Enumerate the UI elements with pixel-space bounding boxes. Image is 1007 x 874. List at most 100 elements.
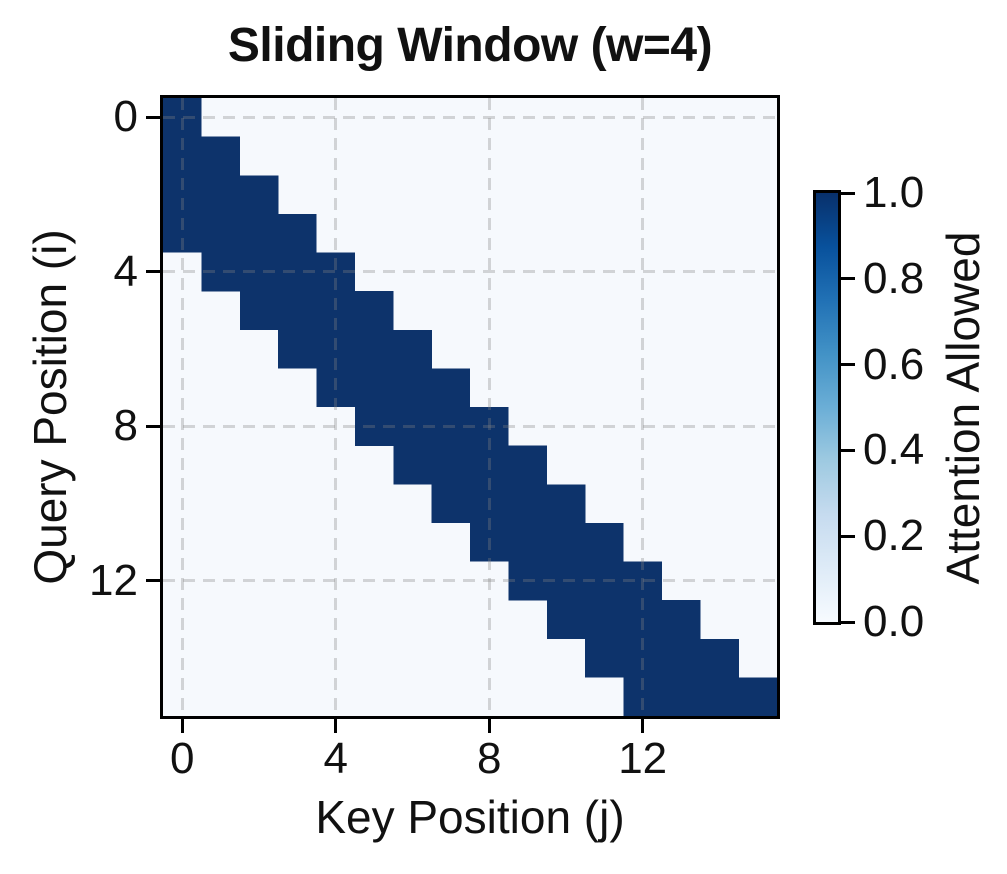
- heatmap-cell: [431, 407, 471, 446]
- heatmap-cell: [508, 561, 547, 601]
- heatmap-cell: [585, 638, 624, 678]
- heatmap-cell: [278, 213, 317, 253]
- y-axis-tick: [146, 270, 160, 274]
- y-axis-tick-label: 4: [113, 246, 138, 296]
- heatmap-cell: [508, 484, 547, 524]
- heatmap-cell: [508, 445, 547, 485]
- colorbar-gradient: [816, 193, 838, 622]
- heatmap-cell: [546, 522, 586, 562]
- heatmap-cell: [585, 561, 624, 601]
- heatmap-cell: [163, 136, 202, 176]
- gridline-vertical: [641, 98, 645, 716]
- heatmap-cell: [623, 638, 663, 678]
- colorbar-tick: [841, 363, 855, 367]
- chart-title: Sliding Window (w=4): [227, 19, 713, 72]
- heatmap-cell: [700, 677, 739, 716]
- heatmap-cell: [354, 368, 394, 408]
- x-axis-label: Key Position (j): [315, 791, 625, 843]
- gridline-horizontal: [163, 270, 777, 274]
- x-axis-tick-label: 0: [169, 734, 195, 783]
- gridline-vertical: [334, 98, 338, 716]
- gridline-horizontal: [163, 579, 777, 583]
- colorbar-tick-label: 0.6: [863, 339, 925, 389]
- gridline-horizontal: [163, 115, 777, 119]
- heatmap-cell: [316, 329, 356, 369]
- colorbar-tick-label: 0.4: [863, 425, 925, 475]
- gridline-horizontal: [163, 424, 777, 428]
- heatmap-cell: [585, 522, 624, 562]
- heatmap-cell: [201, 252, 240, 292]
- x-axis-tick-label: 4: [323, 734, 348, 783]
- heatmap-cell: [201, 175, 240, 215]
- heatmap-cell: [354, 329, 394, 369]
- heatmap-cell: [470, 407, 509, 446]
- gridline-vertical: [180, 98, 184, 716]
- x-axis-tick-label: 8: [476, 734, 502, 783]
- colorbar-tick-label: 0.2: [863, 511, 925, 561]
- heatmap-cell: [623, 677, 663, 716]
- heatmap-cell: [546, 484, 586, 524]
- y-axis-tick-label: 8: [113, 401, 138, 451]
- x-axis-tick: [487, 719, 491, 733]
- heatmap-cells: [163, 98, 777, 716]
- heatmap-cell: [316, 368, 356, 408]
- heatmap-cell: [239, 175, 279, 215]
- colorbar-tick: [841, 277, 855, 281]
- heatmap-cell: [431, 484, 471, 524]
- heatmap-cell: [470, 445, 509, 485]
- colorbar-tick-label: 0.8: [863, 253, 925, 303]
- heatmap-cell: [393, 368, 432, 408]
- x-axis-tick: [334, 719, 338, 733]
- heatmap-cell: [431, 368, 471, 408]
- heatmap-cell: [623, 561, 663, 601]
- heatmap-cell: [585, 600, 624, 639]
- colorbar-tick-label: 0.0: [863, 597, 925, 646]
- heatmap-cell: [278, 252, 317, 292]
- heatmap-cell: [393, 407, 432, 446]
- colorbar-label: Attention Allowed: [937, 231, 989, 584]
- colorbar-tick-label: 1.0: [863, 168, 925, 217]
- colorbar-tick: [841, 448, 855, 452]
- heatmap-cell: [316, 252, 356, 292]
- heatmap-cell: [354, 291, 394, 330]
- y-axis-tick: [146, 579, 160, 583]
- heatmap-cell: [201, 213, 240, 253]
- colorbar-tick: [841, 534, 855, 538]
- gridline-vertical: [487, 98, 491, 716]
- heatmap-cell: [738, 677, 777, 716]
- x-axis-tick: [641, 719, 645, 733]
- heatmap-cell: [546, 600, 586, 639]
- heatmap-cell: [163, 98, 202, 137]
- y-axis-tick-label: 12: [89, 555, 138, 605]
- heatmap-cell: [354, 407, 394, 446]
- y-axis-tick: [146, 424, 160, 428]
- heatmap-cell: [239, 213, 279, 253]
- heatmap-cell: [278, 329, 317, 369]
- heatmap-cell: [316, 291, 356, 330]
- colorbar: [813, 190, 841, 625]
- heatmap-cell: [201, 136, 240, 176]
- heatmap-cell: [163, 175, 202, 215]
- heatmap-cell: [661, 677, 701, 716]
- heatmap-cell: [623, 600, 663, 639]
- heatmap-cell: [661, 638, 701, 678]
- heatmap-cell: [163, 213, 202, 253]
- y-axis-tick-label: 0: [113, 92, 138, 142]
- heatmap-cell: [700, 638, 739, 678]
- heatmap-cell: [431, 445, 471, 485]
- heatmap-cell: [393, 445, 432, 485]
- heatmap-cell: [239, 252, 279, 292]
- x-axis-tick-label: 12: [618, 734, 668, 783]
- y-axis-tick: [146, 115, 160, 119]
- heatmap-cell: [239, 291, 279, 330]
- colorbar-tick: [841, 620, 855, 624]
- heatmap-cell: [393, 329, 432, 369]
- colorbar-tick: [841, 191, 855, 195]
- x-axis-tick: [180, 719, 184, 733]
- heatmap-cell: [508, 522, 547, 562]
- heatmap-cell: [661, 600, 701, 639]
- heatmap-cell: [470, 522, 509, 562]
- heatmap-cell: [278, 291, 317, 330]
- heatmap-cell: [546, 561, 586, 601]
